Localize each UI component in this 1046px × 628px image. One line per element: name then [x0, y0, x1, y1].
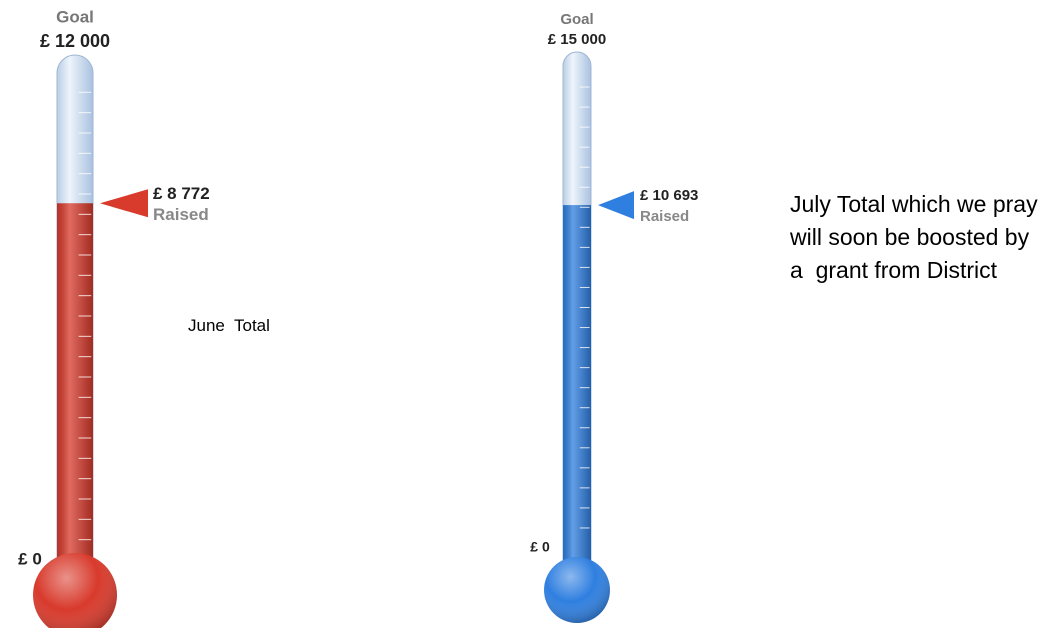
- value-name: Raised: [153, 205, 209, 224]
- bulb-shade: [33, 553, 117, 628]
- goal-label: Goal: [560, 11, 593, 28]
- bulb-shade: [544, 557, 610, 623]
- y-tick-label: £ 0: [18, 549, 42, 568]
- chart: Goal £ 0 £ 12 000 £ 8 772 Raised Goal £ 0 £ 15 …: [0, 0, 1046, 628]
- value-marker: [598, 191, 634, 219]
- annotation: June Total: [188, 316, 270, 336]
- value-label: £ 10 693: [640, 187, 698, 204]
- value-name: Raised: [640, 208, 689, 225]
- goal-value: £ 15 000: [548, 31, 606, 48]
- y-tick-label: £ 0: [530, 539, 550, 555]
- tube-shade: [57, 203, 93, 595]
- goal-label: Goal: [56, 7, 94, 26]
- value-label: £ 8 772: [153, 184, 210, 203]
- value-marker: [100, 189, 148, 217]
- page: Goal £ 0 £ 12 000 £ 8 772 Raised Goal £ 0 £ 15 …: [0, 0, 1046, 628]
- goal-value: £ 12 000: [40, 31, 110, 51]
- tube-shade: [563, 205, 591, 590]
- annotation: July Total which we pray will soon be bo…: [790, 188, 1040, 287]
